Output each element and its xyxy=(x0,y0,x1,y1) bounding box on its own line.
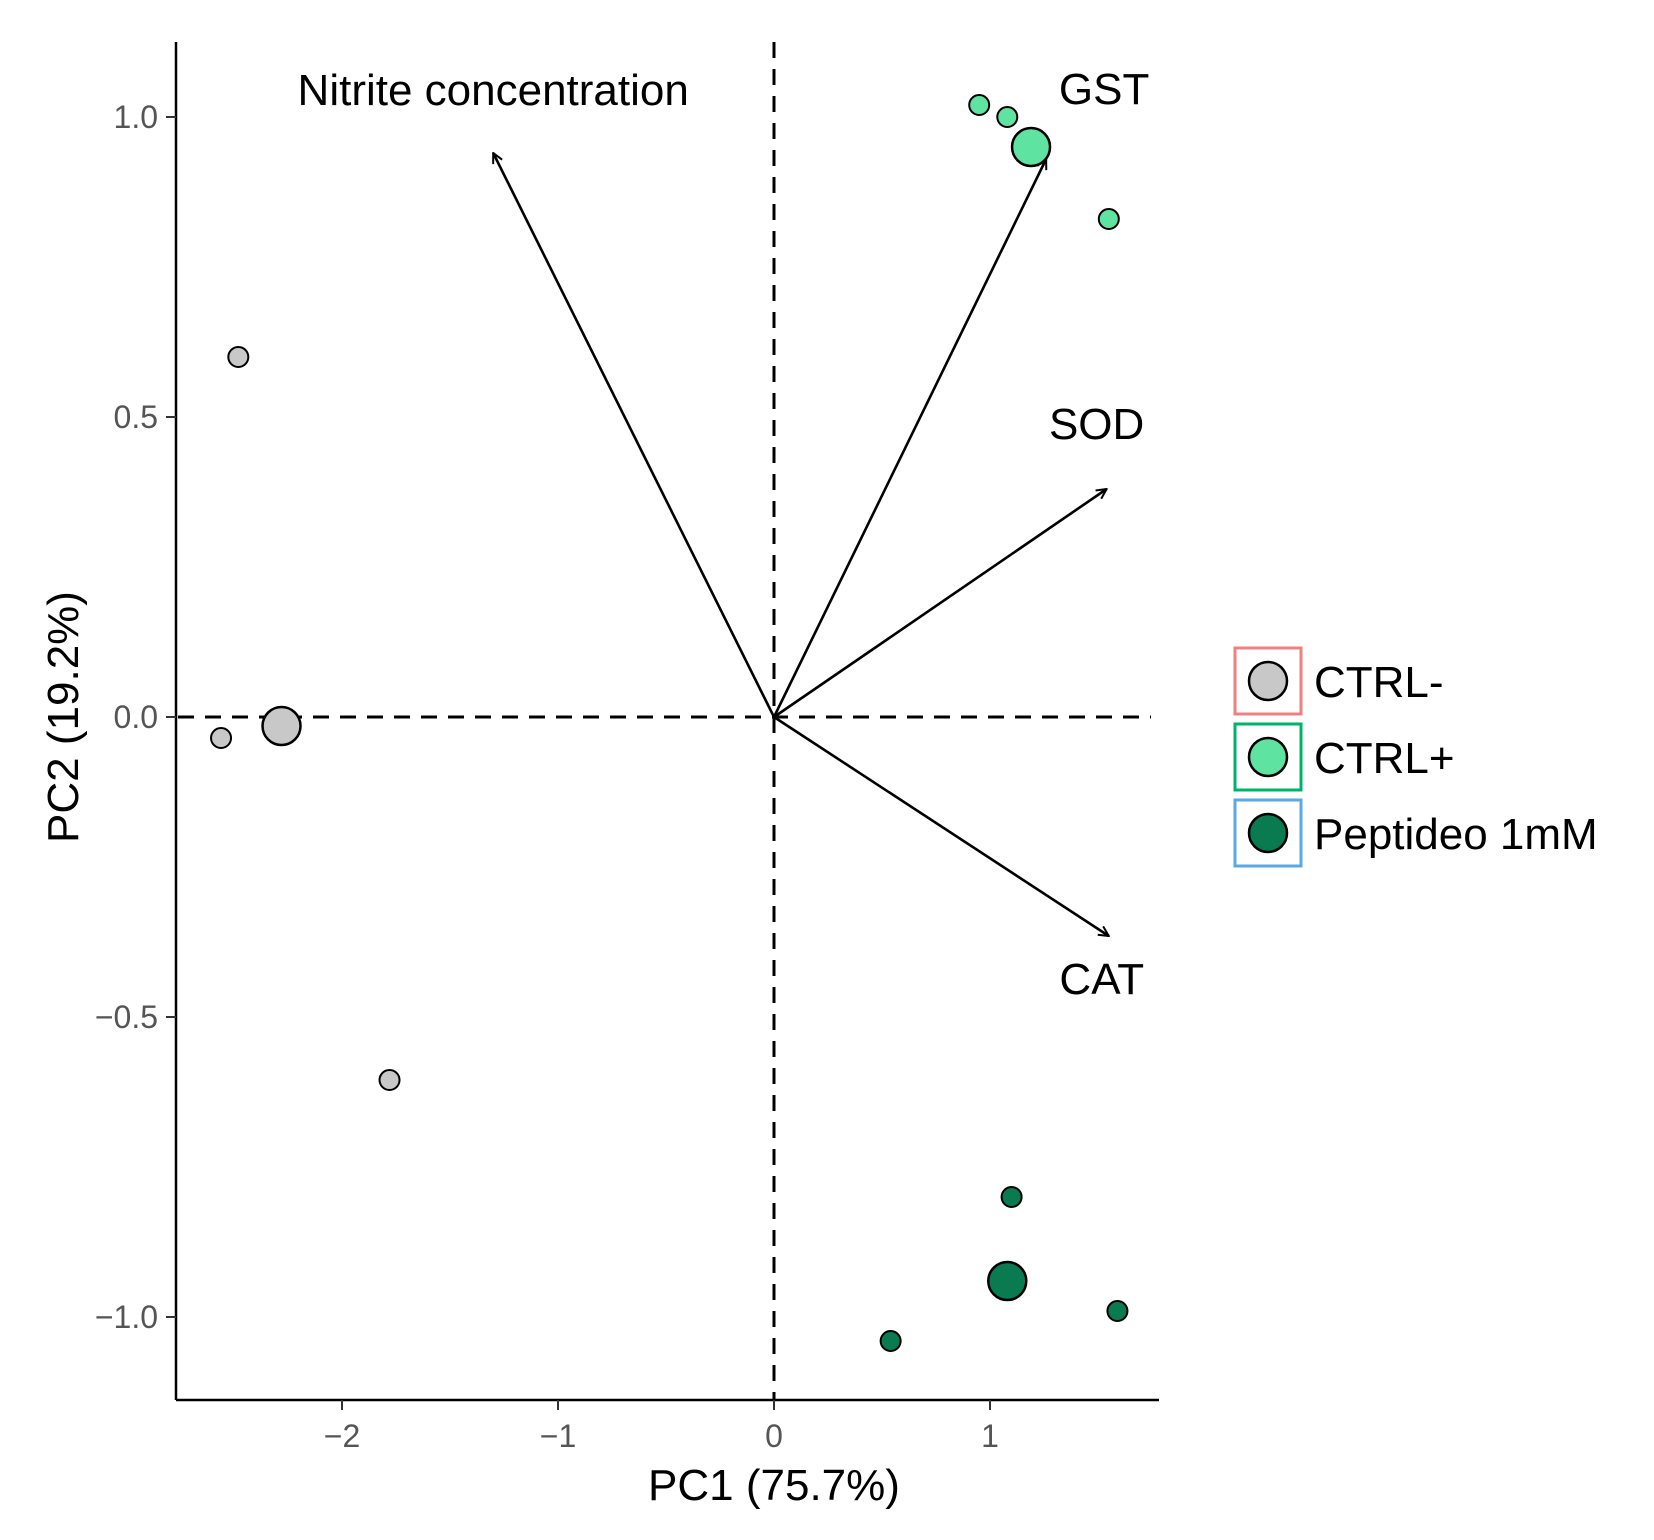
y-tick-label: 0.0 xyxy=(114,699,158,735)
data-point xyxy=(1106,1300,1129,1322)
legend: CTRL- CTRL+ Peptideo 1mM xyxy=(1233,646,1598,868)
y-tick-label: −0.5 xyxy=(95,999,158,1035)
data-point xyxy=(1097,208,1120,230)
loading-label: Nitrite concentration xyxy=(298,66,689,115)
reference-lines-layer xyxy=(178,42,1151,1400)
group-centroid xyxy=(261,705,302,747)
x-tick-label: −1 xyxy=(540,1418,576,1454)
x-tick-label: 1 xyxy=(981,1418,999,1454)
loading-label: SOD xyxy=(1049,400,1144,449)
data-point xyxy=(968,94,991,116)
points-layer xyxy=(210,94,1129,1352)
x-axis-title: PC1 (75.7%) xyxy=(648,1461,900,1510)
data-point xyxy=(996,106,1019,128)
loading-arrow xyxy=(773,489,1107,719)
legend-key xyxy=(1233,722,1303,792)
legend-label: CTRL+ xyxy=(1314,734,1455,783)
y-tick-label: 0.5 xyxy=(114,399,158,435)
axes-layer: 1.0 0.5 0.0 −0.5 −1.0 −2 −1 0 1 PC1 (75.7%) PC2 (1… xyxy=(39,42,1159,1510)
legend-label: Peptideo 1mM xyxy=(1314,810,1598,859)
y-axis-title: PC2 (19.2%) xyxy=(39,591,88,843)
loadings-layer: Nitrite concentration GST SOD CAT xyxy=(298,65,1150,1004)
data-point xyxy=(210,727,233,749)
data-point xyxy=(879,1330,902,1352)
legend-swatch xyxy=(1247,660,1289,702)
data-point xyxy=(227,346,250,368)
group-centroid xyxy=(987,1260,1028,1302)
legend-key xyxy=(1233,798,1303,868)
group-centroid xyxy=(1010,126,1052,168)
x-tick-label: −2 xyxy=(324,1418,360,1454)
legend-label: CTRL- xyxy=(1314,658,1444,707)
y-tick-label: −1.0 xyxy=(95,1299,158,1335)
legend-swatch xyxy=(1247,736,1289,778)
legend-swatch xyxy=(1247,812,1289,854)
y-tick-label: 1.0 xyxy=(114,99,158,135)
loading-label: GST xyxy=(1059,65,1149,114)
loading-arrow xyxy=(492,153,776,718)
data-point xyxy=(378,1069,401,1091)
loading-arrow xyxy=(772,159,1048,718)
data-point xyxy=(1000,1186,1023,1208)
loading-arrow xyxy=(773,715,1109,936)
loading-label: CAT xyxy=(1059,955,1144,1004)
x-tick-label: 0 xyxy=(765,1418,783,1454)
